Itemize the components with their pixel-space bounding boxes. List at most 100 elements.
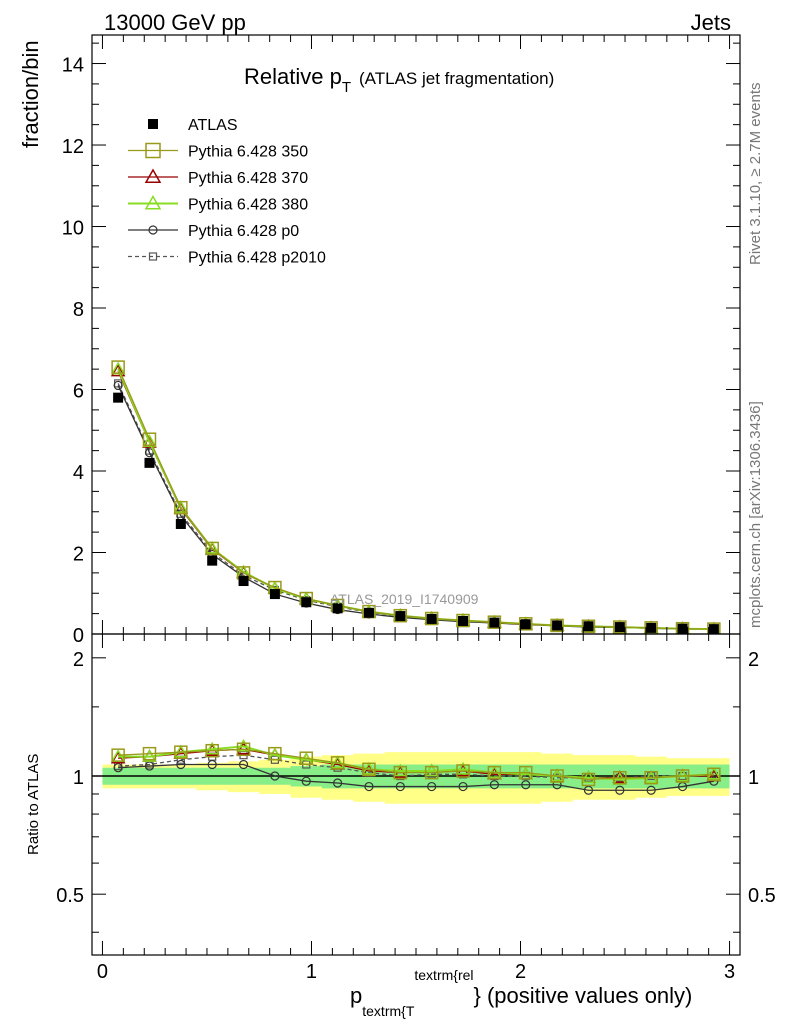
legend-label-data: ATLAS: [188, 117, 238, 134]
ratio-point-1-16: [612, 770, 628, 783]
legend-label-3: Pythia 6.428 p0: [188, 223, 299, 240]
x-tick-label-3: 3: [724, 961, 735, 983]
ratio-point-3-4: [238, 759, 249, 770]
ratio-point-0-6: [299, 751, 314, 765]
y-tick-label-7: 14: [62, 55, 84, 77]
main-panel: 0 2 4 6 8 10 12 14: [62, 34, 741, 647]
category-label: Jets: [691, 10, 731, 35]
ratio-line-3: [118, 763, 714, 791]
ratio-point-0-17: [644, 770, 658, 785]
ratio-point-0-4: [236, 742, 251, 756]
x-axis-label: ptextrm{T textrm{rel} (positive values on…: [350, 967, 692, 1019]
x-axis-label-p: p: [350, 983, 362, 1008]
series-point-0-10: [424, 611, 439, 626]
data-point-1: [144, 457, 155, 468]
ratio-point-3-16: [615, 785, 625, 795]
data-point-4: [238, 576, 249, 587]
ratio-point-3-13: [521, 780, 531, 790]
data-point-6: [301, 597, 312, 608]
ratio-point-3-10: [427, 781, 437, 792]
data-point-2: [175, 518, 186, 529]
legend-marker-1: [144, 168, 162, 183]
ratio-point-2-9: [393, 763, 408, 777]
series-point-2-2: [173, 500, 189, 513]
energy-label: 13000 GeV pp: [104, 10, 246, 35]
series-point-0-19: [707, 622, 721, 634]
data-point-8: [363, 607, 374, 618]
series-point-0-2: [174, 500, 188, 515]
ratio-point-0-16: [613, 770, 627, 785]
ratio-point-0-3: [205, 743, 219, 758]
series-point-0-18: [675, 621, 690, 634]
ratio-point-3-15: [583, 785, 594, 795]
ratio-point-0-1: [142, 746, 157, 761]
data-point-9: [395, 611, 406, 622]
data-point-14: [552, 620, 563, 631]
y-tick-label-4: 8: [73, 299, 84, 321]
ratio-point-0-9: [393, 765, 408, 780]
data-point-11: [458, 615, 469, 626]
ratio-content: [92, 738, 740, 804]
y-tick-label-3: 6: [73, 381, 84, 403]
ratio-point-3-12: [489, 780, 499, 790]
series-point-0-1: [142, 432, 157, 446]
x-tick-label-2: 2: [515, 961, 526, 983]
chart-title: Relative pT (ATLAS jet fragmentation): [244, 64, 554, 96]
ratio-point-3-5: [270, 771, 280, 781]
ratio-point-3-6: [301, 776, 311, 786]
data-point-7: [332, 603, 343, 614]
ratio-point-0-12: [487, 765, 502, 780]
ratio-y-tick-label-right-1: 1: [748, 767, 759, 789]
ratio-point-0-0: [111, 748, 125, 762]
chart-title-main: Relative p: [244, 64, 342, 89]
rivet-label: Rivet 3.1.10, ≥ 2.7M events: [747, 83, 764, 266]
ratio-point-0-10: [424, 765, 439, 780]
series-point-0-15: [581, 619, 596, 634]
series-point-3-1: [144, 448, 155, 458]
ratio-point-2-10: [424, 763, 439, 777]
ratio-point-0-19: [707, 767, 721, 782]
legend: ATLAS Pythia 6.428 350 Pythia 6.428 370 Pyt…: [128, 117, 326, 267]
ratio-point-0-8: [362, 762, 376, 777]
data-point-17: [646, 622, 657, 633]
data-point-12: [489, 617, 500, 628]
series-point-2-3: [204, 540, 220, 554]
ratio-point-2-3: [204, 741, 220, 755]
main-content: [110, 360, 721, 634]
y-tick-label-6: 12: [62, 136, 84, 158]
y-axis-label: fraction/bin: [18, 40, 43, 148]
ratio-point-2-4: [236, 738, 251, 752]
data-point-15: [583, 621, 594, 632]
data-point-0: [113, 392, 124, 403]
ratio-point-2-1: [142, 749, 157, 762]
ratio-y-tick-label-right-0: 0.5: [748, 885, 776, 907]
ratio-y-tick-label-2: 2: [73, 649, 84, 671]
legend-marker-4: [148, 252, 158, 261]
analysis-watermark: ATLAS_2019_I1740909: [330, 591, 479, 607]
ratio-panel: 0.5 0.5 1 1 2 2 0 1 2 3: [56, 633, 776, 983]
ratio-point-0-18: [675, 769, 690, 783]
legend-marker-3: [148, 225, 158, 235]
ratio-point-0-7: [330, 756, 345, 770]
series-point-0-9: [393, 608, 408, 623]
series-point-1-0: [110, 363, 126, 377]
mcplots-label: mcplots.cern.ch [arXiv:1306.3436]: [747, 401, 764, 628]
ratio-y-tick-label-right-2: 2: [748, 649, 759, 671]
x-tick-label-1: 1: [306, 961, 317, 983]
ratio-line-2: [118, 745, 714, 781]
x-axis-label-sub: textrm{T: [362, 1003, 415, 1019]
ratio-point-3-0: [113, 763, 123, 773]
ratio-line-0: [118, 748, 714, 781]
x-tick-label-0: 0: [97, 961, 108, 983]
ratio-point-0-14: [550, 769, 564, 783]
legend-label-0: Pythia 6.428 350: [188, 144, 308, 161]
ratio-point-2-11: [455, 761, 471, 775]
ratio-y-tick-label-0: 0.5: [56, 885, 84, 907]
series-point-0-13: [518, 617, 533, 631]
ratio-y-axis-label: Ratio to ATLAS: [25, 754, 42, 855]
y-tick-label-2: 4: [73, 462, 84, 484]
ratio-point-1-4: [236, 741, 251, 755]
data-point-10: [426, 613, 437, 624]
legend-marker-data: [148, 119, 158, 129]
